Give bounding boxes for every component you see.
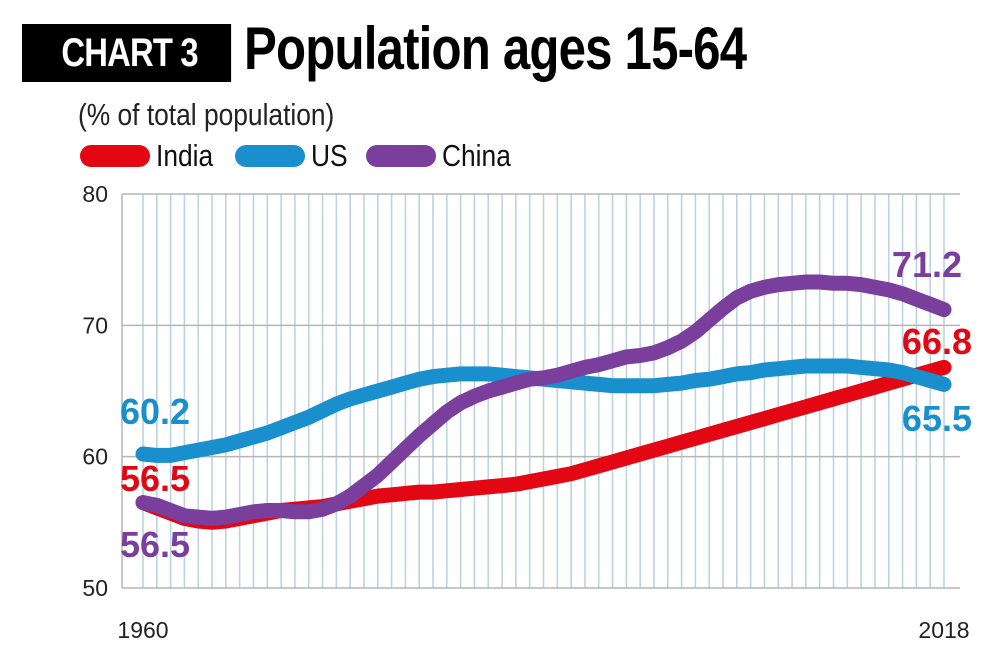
y-tick-label: 50 bbox=[82, 575, 108, 601]
value-label-us-start: 60.2 bbox=[120, 391, 190, 432]
legend-item-india: India bbox=[80, 138, 223, 174]
legend-item-china: China bbox=[366, 138, 523, 174]
value-label-china-end: 71.2 bbox=[892, 244, 962, 285]
legend-label-us: US bbox=[311, 138, 348, 173]
x-tick-label: 1960 bbox=[117, 617, 168, 643]
legend: India US China bbox=[80, 138, 535, 174]
legend-swatch-us bbox=[235, 145, 306, 167]
series-line-china bbox=[135, 274, 952, 526]
value-label-india-end: 66.8 bbox=[902, 321, 972, 362]
y-tick-label: 70 bbox=[82, 312, 108, 338]
legend-label-india: India bbox=[156, 138, 214, 173]
legend-swatch-china bbox=[366, 145, 437, 167]
chart-title: Population ages 15-64 bbox=[244, 15, 747, 82]
legend-swatch-india bbox=[80, 145, 150, 167]
chart-header: CHART 3 bbox=[22, 20, 277, 86]
value-label-india-start: 56.5 bbox=[120, 458, 190, 499]
y-tick-label: 60 bbox=[82, 444, 108, 470]
chart-number-tag: CHART 3 bbox=[22, 24, 232, 82]
legend-item-us: US bbox=[235, 138, 354, 174]
chart-subtitle: (% of total population) bbox=[78, 97, 335, 132]
x-tick-label: 2018 bbox=[918, 617, 969, 643]
value-label-us-end: 65.5 bbox=[902, 398, 972, 439]
value-label-china-start: 56.5 bbox=[120, 524, 190, 565]
y-tick-label: 80 bbox=[82, 181, 108, 207]
legend-label-china: China bbox=[442, 138, 512, 173]
